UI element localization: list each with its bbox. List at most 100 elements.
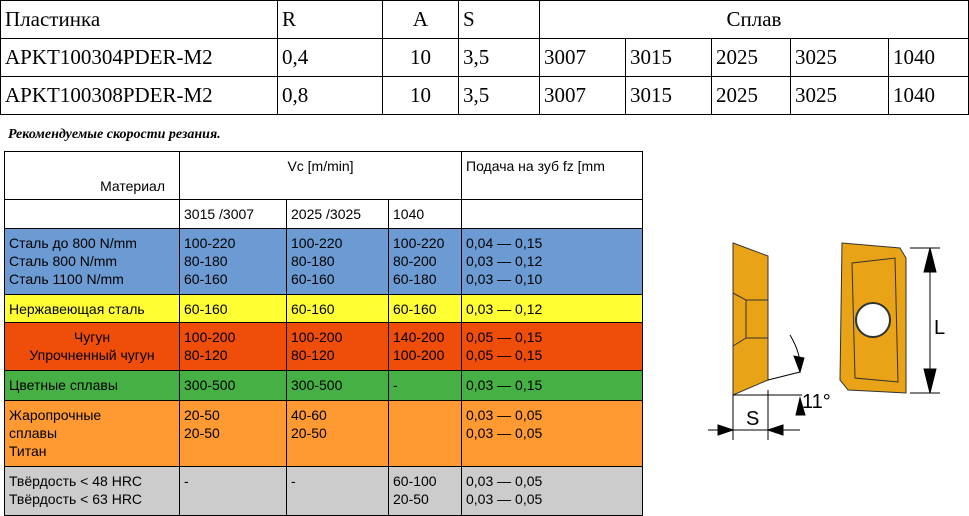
arrow-icon xyxy=(717,424,735,436)
vc-cell: 100-200 80-120 xyxy=(286,322,389,371)
vc-cell xyxy=(388,400,462,467)
cell-line: 0,05 — 0,15 xyxy=(466,347,543,363)
cutting-speed-table: Материал Vc [m/min] Подача на зуб fz [mm… xyxy=(4,151,643,516)
cell-line: 0,03 — 0,12 xyxy=(466,253,543,269)
cell-line: Упрочненный чугун xyxy=(29,347,155,363)
s-value: 3,5 xyxy=(458,76,540,115)
vc-cell: 100-220 80-180 60-160 xyxy=(286,228,389,295)
grade: 3007 xyxy=(539,76,626,115)
arrow-icon xyxy=(923,247,937,273)
cell-line: сплавы xyxy=(9,425,58,441)
speed-header-row: Материал Vc [m/min] Подача на зуб fz [mm xyxy=(4,151,643,200)
cell-line: 80-120 xyxy=(184,347,228,363)
cell-line: Жаропрочные xyxy=(9,407,102,423)
cell-line: - xyxy=(184,473,189,489)
feed-cell: 0,03 — 0,15 xyxy=(461,370,643,401)
cell-line: 300-500 xyxy=(291,377,343,393)
feed-cell: 0,05 — 0,15 0,05 — 0,15 xyxy=(461,322,643,371)
grade: 2025 xyxy=(711,76,791,115)
header-a: A xyxy=(382,0,459,39)
cell-line: 100-200 xyxy=(291,329,343,345)
cell-line: 0,03 — 0,05 xyxy=(466,407,543,423)
feed-cell: 0,03 — 0,12 xyxy=(461,294,643,323)
arrow-icon xyxy=(793,355,805,374)
table-row: APKT100308PDER-M2 0,8 10 3,5 3007 3015 2… xyxy=(0,76,969,115)
a-value: 10 xyxy=(382,38,459,77)
grade: 2025 xyxy=(711,38,791,77)
angle-label: 11° xyxy=(802,391,831,413)
material-cell: Цветные сплавы xyxy=(4,370,180,401)
arrow-icon xyxy=(795,396,806,416)
cell-line: 0,04 — 0,15 xyxy=(466,235,543,251)
material-row: Цветные сплавы 300-500 300-500 - 0,03 — 0,15 xyxy=(4,370,643,401)
cell-line: 20-50 xyxy=(184,407,220,423)
cell-line: 80-200 xyxy=(393,253,437,269)
cell-line: 60-160 xyxy=(393,301,437,317)
header-grade: Сплав xyxy=(539,0,969,39)
cell-line: 40-60 xyxy=(291,407,327,423)
cell-line: 60-160 xyxy=(291,271,335,287)
cell-line: 100-220 xyxy=(291,235,343,251)
material-row: Чугун Упрочненный чугун 100-200 80-120 100-2… xyxy=(4,322,643,371)
vc-cell: 40-60 20-50 xyxy=(286,400,389,467)
insert-name: APKT100308PDER-M2 xyxy=(0,76,278,115)
vc-cell: - xyxy=(179,466,287,516)
cell-line: 80-180 xyxy=(184,253,228,269)
cell-line: 60-160 xyxy=(184,301,228,317)
grade: 1040 xyxy=(888,76,969,115)
vc-cell: 60-160 xyxy=(388,294,462,323)
cell-line: Цветные сплавы xyxy=(9,377,118,393)
material-cell: Чугун Упрочненный чугун xyxy=(4,322,180,371)
grade: 3015 xyxy=(625,38,712,77)
cell-line: Чугун xyxy=(73,329,111,345)
header-insert: Пластинка xyxy=(0,0,278,39)
section-caption: Рекомендуемые скорости резания. xyxy=(8,127,221,142)
arrow-icon xyxy=(766,424,784,436)
cell-line: Твёрдость < 48 HRC xyxy=(9,473,143,489)
material-row: Твёрдость < 48 HRC Твёрдость < 63 HRC - - 60… xyxy=(4,466,643,516)
vc-cell: 100-200 80-120 xyxy=(179,322,287,371)
vc-cell: 140-200 100-200 xyxy=(388,322,462,371)
cell-line: 100-220 xyxy=(184,235,236,251)
header-r: R xyxy=(277,0,383,39)
speed-subheader-row: 3015 /3007 2025 /3025 1040 xyxy=(4,199,643,229)
cell-line: Сталь до 800 N/mm xyxy=(9,235,137,251)
cell-line: 0,03 — 0,05 xyxy=(466,425,543,441)
header-s: S xyxy=(458,0,540,39)
vc-cell: - xyxy=(388,370,462,401)
grade-col-1: 3015 /3007 xyxy=(179,199,287,229)
cell-line: 300-500 xyxy=(184,377,236,393)
grade: 3025 xyxy=(790,76,889,115)
cell-line: 0,03 — 0,05 xyxy=(466,491,543,507)
cell-line: 0,03 — 0,05 xyxy=(466,473,543,489)
feed-cell: 0,04 — 0,15 0,03 — 0,12 0,03 — 0,10 xyxy=(461,228,643,295)
cell-line: 20-50 xyxy=(291,425,327,441)
a-value: 10 xyxy=(382,76,459,115)
insert-side-view xyxy=(732,242,769,396)
cell-line: 100-220 xyxy=(393,235,445,251)
feed-cell: 0,03 — 0,05 0,03 — 0,05 xyxy=(461,466,643,516)
grade-col-2: 2025 /3025 xyxy=(286,199,389,229)
empty-cell xyxy=(461,199,643,229)
table-row: APKT100304PDER-M2 0,4 10 3,5 3007 3015 2… xyxy=(0,38,969,77)
cell-line: 80-180 xyxy=(291,253,335,269)
material-row: Жаропрочные сплавы Титан 20-50 20-50 40-60 20-… xyxy=(4,400,643,467)
vc-cell: 20-50 20-50 xyxy=(179,400,287,467)
cell-line: 100-200 xyxy=(184,329,236,345)
vc-cell: - xyxy=(286,466,389,516)
cell-line: 80-120 xyxy=(291,347,335,363)
grade: 3007 xyxy=(539,38,626,77)
vc-header: Vc [m/min] xyxy=(179,151,462,200)
l-label: L xyxy=(934,317,945,339)
insert-name: APKT100304PDER-M2 xyxy=(0,38,278,77)
feed-cell: 0,03 — 0,05 0,03 — 0,05 xyxy=(461,400,643,467)
cell-line: 60-100 xyxy=(393,473,437,489)
vc-cell: 60-160 xyxy=(286,294,389,323)
cell-line: - xyxy=(393,377,398,393)
material-cell: Сталь до 800 N/mm Сталь 800 N/mm Сталь 110… xyxy=(4,228,180,295)
material-cell: Твёрдость < 48 HRC Твёрдость < 63 HRC xyxy=(4,466,180,516)
insert-header-row: Пластинка R A S Сплав xyxy=(0,0,969,39)
cell-line: Твёрдость < 63 HRC xyxy=(9,491,143,507)
grade: 1040 xyxy=(888,38,969,77)
arrow-icon xyxy=(923,368,937,394)
